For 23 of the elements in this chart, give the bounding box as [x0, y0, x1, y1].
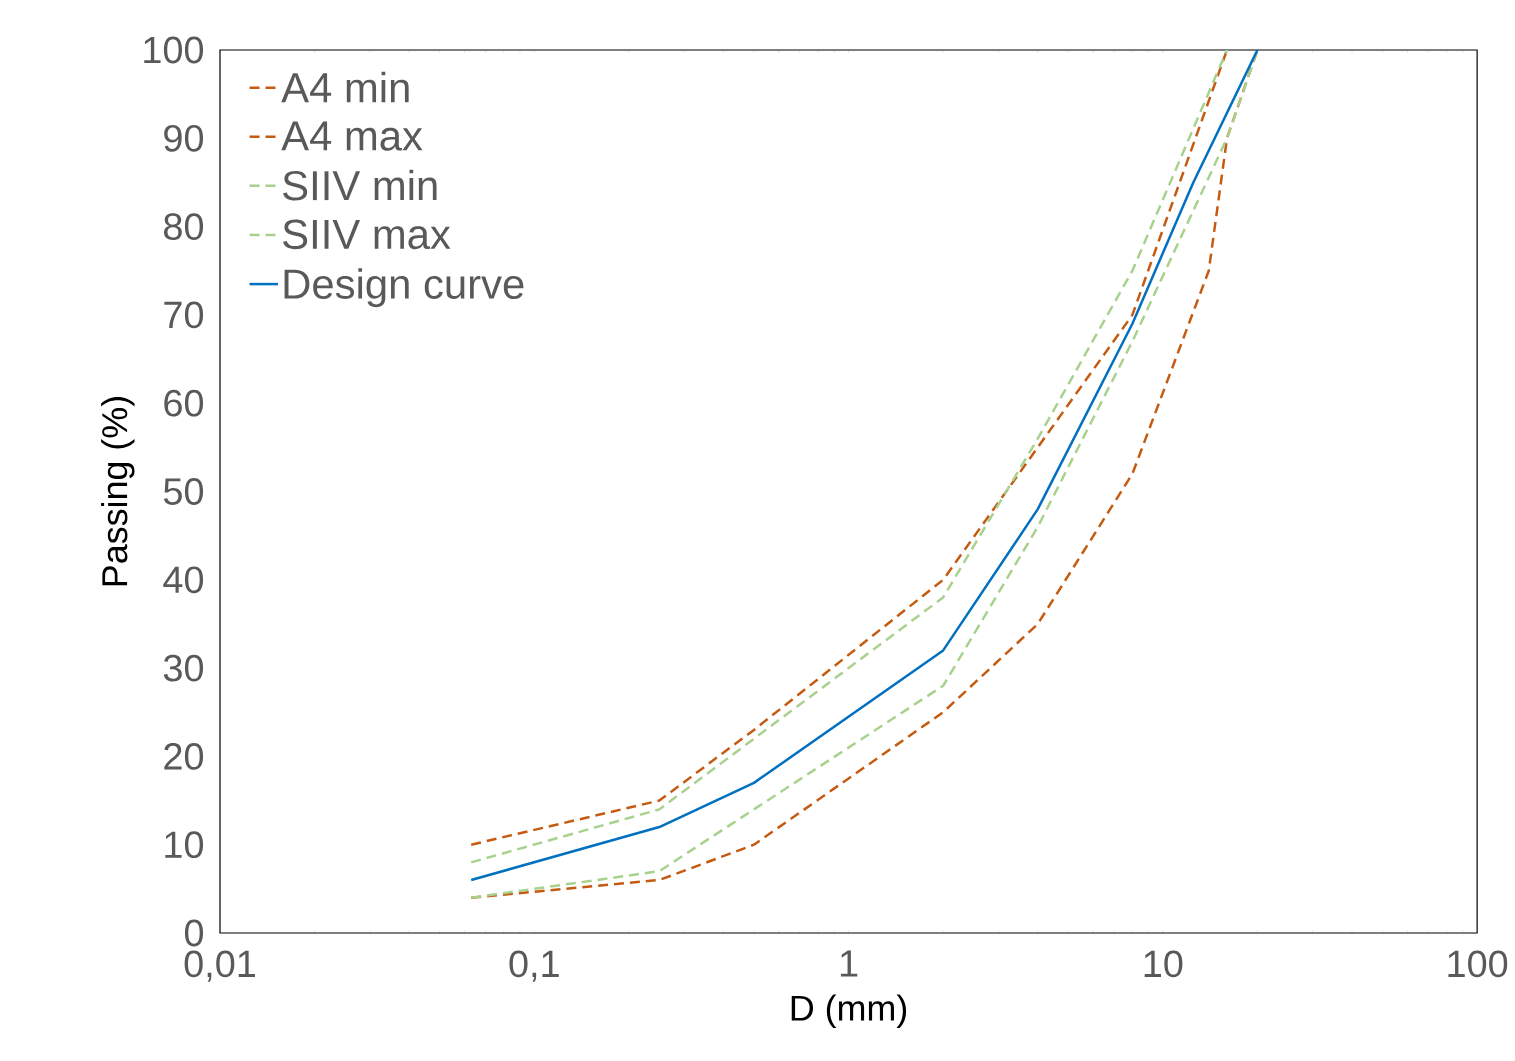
y-tick-label: 20 — [164, 742, 204, 770]
y-tick-label: 80 — [164, 213, 204, 240]
y-axis-title: Passing (%) — [101, 397, 135, 586]
y-tick-label: 10 — [165, 831, 204, 859]
y-tick-label: 30 — [163, 654, 204, 682]
x-tick-label: 1 — [840, 950, 858, 977]
legend-label: A4 min — [281, 71, 409, 103]
y-tick-label: 60 — [164, 389, 204, 417]
y-tick-label: 90 — [164, 124, 204, 152]
legend-label: Design curve — [284, 268, 524, 308]
y-tick-label: 40 — [163, 566, 204, 594]
x-tick-label: 10 — [1144, 950, 1183, 978]
y-tick-label: 100 — [144, 36, 204, 64]
y-tick-label: 0 — [184, 919, 204, 947]
x-axis-title: D (mm) — [791, 994, 907, 1028]
x-tick-label: 0,1 — [509, 950, 559, 982]
y-tick-label: 70 — [164, 301, 204, 329]
x-tick-label: 0,01 — [184, 950, 255, 982]
legend-label: A4 max — [281, 121, 423, 151]
legend-label: SIIV max — [283, 219, 451, 250]
x-tick-label: 100 — [1448, 950, 1508, 978]
legend-label: SIIV min — [283, 169, 437, 201]
y-tick-label: 50 — [163, 478, 204, 505]
